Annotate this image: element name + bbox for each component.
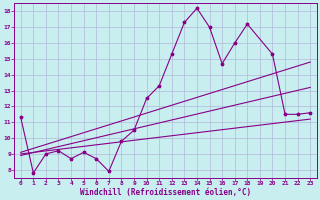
X-axis label: Windchill (Refroidissement éolien,°C): Windchill (Refroidissement éolien,°C) bbox=[80, 188, 251, 197]
